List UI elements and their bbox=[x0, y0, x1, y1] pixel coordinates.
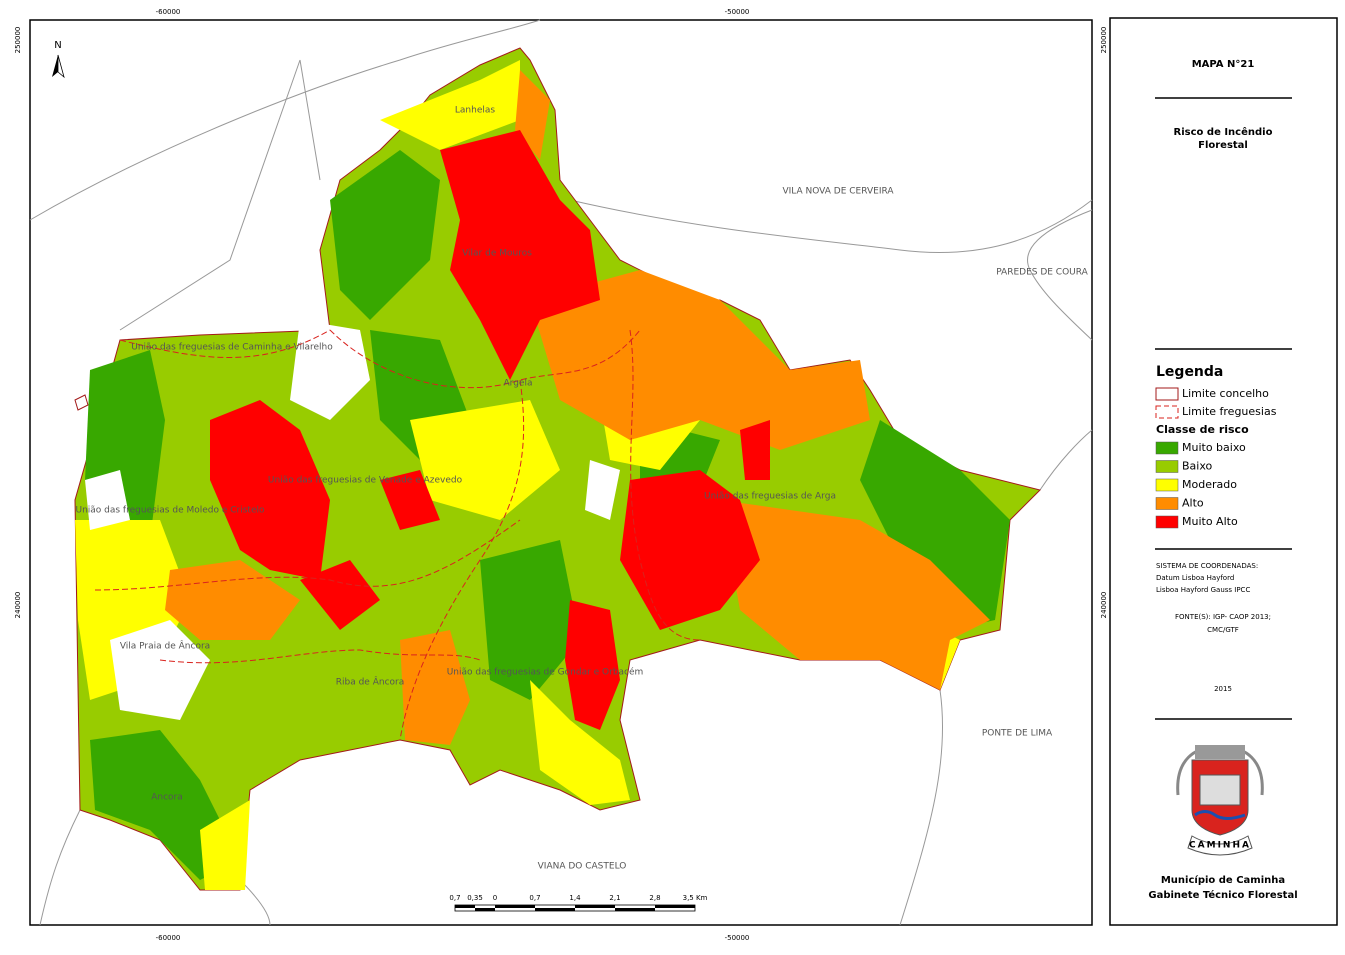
coord-label: 250000 bbox=[14, 27, 22, 54]
scale-label: 1,4 bbox=[569, 894, 581, 902]
scale-label: 2,1 bbox=[609, 894, 620, 902]
map-title: Risco de Incêndio bbox=[1174, 126, 1273, 138]
legend-title: Legenda bbox=[1156, 364, 1223, 380]
map-number: MAPA N°21 bbox=[1192, 59, 1255, 70]
boundaries bbox=[29, 19, 1093, 926]
coordinate-system: Datum Lisboa Hayford bbox=[1156, 574, 1234, 582]
place-label: União das freguesias de Caminha e Vilare… bbox=[131, 343, 333, 353]
north-label: N bbox=[54, 40, 61, 51]
coord-label: 240000 bbox=[14, 592, 22, 619]
coordinate-system: Lisboa Hayford Gauss IPCC bbox=[1156, 586, 1250, 594]
scale-label: 0 bbox=[493, 894, 497, 902]
place-label: União das freguesias de Arga bbox=[704, 492, 836, 502]
sources: FONTE(S): IGP- CAOP 2013; bbox=[1175, 613, 1271, 621]
place-label: PONTE DE LIMA bbox=[982, 729, 1053, 739]
legend-label: Limite freguesias bbox=[1182, 405, 1277, 418]
legend-swatch bbox=[1155, 405, 1179, 419]
map-title: Florestal bbox=[1198, 140, 1248, 151]
legend-label: Baixo bbox=[1182, 460, 1213, 473]
legend-swatch bbox=[1155, 515, 1179, 529]
scale-bar bbox=[454, 904, 696, 912]
logo-text: CAMINHA bbox=[1189, 841, 1251, 851]
scale-label: 3,5 Km bbox=[683, 894, 708, 902]
coord-label: -50000 bbox=[725, 8, 750, 16]
coord-label: -60000 bbox=[156, 934, 181, 942]
place-label: VIANA DO CASTELO bbox=[538, 862, 627, 872]
class-title: Classe de risco bbox=[1156, 423, 1249, 436]
legend-label: Alto bbox=[1182, 497, 1204, 510]
legend-swatch bbox=[1155, 478, 1179, 492]
year: 2015 bbox=[1214, 685, 1232, 693]
legend-swatch bbox=[1155, 441, 1179, 455]
footer: Gabinete Técnico Florestal bbox=[1148, 889, 1297, 901]
place-label: VILA NOVA DE CERVEIRA bbox=[782, 187, 894, 197]
place-label: Ancora bbox=[151, 793, 183, 803]
legend-label: Limite concelho bbox=[1182, 387, 1269, 400]
place-label: Lanhelas bbox=[455, 106, 495, 116]
coordinate-system: SISTEMA DE COORDENADAS: bbox=[1156, 562, 1258, 570]
risk-patches bbox=[75, 60, 1010, 890]
place-label: PAREDES DE COURA bbox=[996, 268, 1088, 278]
sources: CMC/GTF bbox=[1207, 626, 1239, 634]
panel-rules bbox=[1155, 97, 1292, 720]
coord-label: 250000 bbox=[1100, 27, 1108, 54]
coat-of-arms bbox=[1176, 745, 1264, 856]
legend-label: Muito Alto bbox=[1182, 515, 1238, 528]
scale-label: 0,7 bbox=[529, 894, 540, 902]
municipality bbox=[74, 47, 1041, 891]
footer: Município de Caminha bbox=[1161, 874, 1285, 886]
legend-label: Moderado bbox=[1182, 478, 1237, 491]
scale-label: 0,35 bbox=[467, 894, 483, 902]
place-label: Argela bbox=[504, 379, 533, 389]
legend-swatch bbox=[1155, 387, 1179, 401]
coord-label: 240000 bbox=[1100, 592, 1108, 619]
place-label: União das freguesias de Gondar e Orbacém bbox=[447, 667, 644, 678]
north-arrow bbox=[52, 54, 65, 79]
coord-label: -50000 bbox=[725, 934, 750, 942]
place-label: União das freguesias de Moledo e Cristel… bbox=[75, 506, 265, 516]
legend-swatch bbox=[1155, 460, 1179, 473]
coord-label: -60000 bbox=[156, 8, 181, 16]
scale-label: 0,7 bbox=[449, 894, 460, 902]
scale-label: 2,8 bbox=[649, 894, 660, 902]
place-label: Vilar de Mouros bbox=[462, 249, 532, 259]
place-label: Vila Praia de Âncora bbox=[120, 640, 210, 652]
place-label: Riba de Âncora bbox=[336, 676, 404, 688]
legend-label: Muito baixo bbox=[1182, 441, 1246, 454]
legend-swatch bbox=[1155, 497, 1179, 510]
parish-lines bbox=[94, 329, 701, 741]
unclassified-areas bbox=[85, 320, 620, 720]
place-label: União das freguesias de Venade e Azevedo bbox=[268, 476, 463, 486]
islet bbox=[74, 394, 89, 411]
